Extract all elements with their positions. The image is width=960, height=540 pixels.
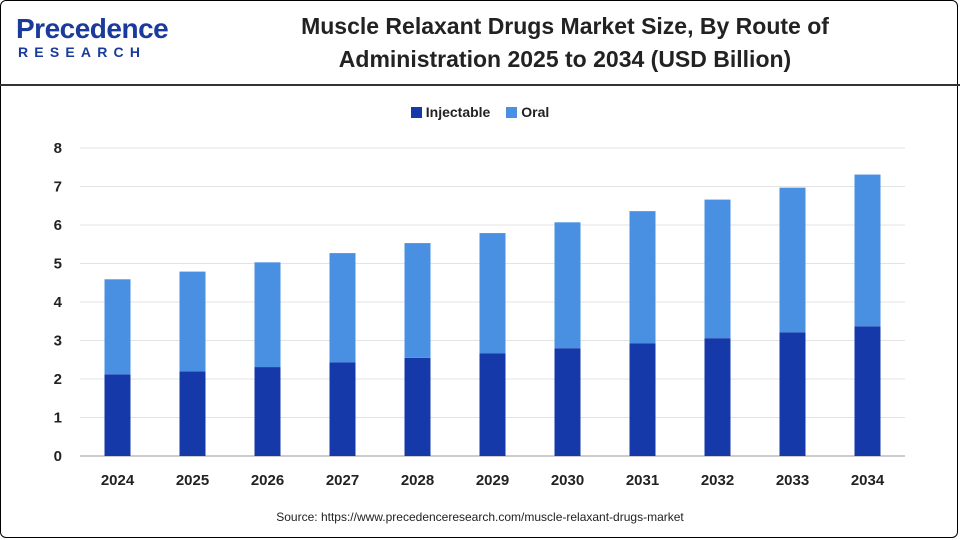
brand-logo: Precedence RESEARCH	[16, 14, 176, 64]
chart-legend: Injectable Oral	[0, 104, 960, 121]
bar-oral-2024	[104, 279, 131, 375]
legend-item-oral: Oral	[506, 104, 549, 120]
y-tick-label-1: 1	[54, 410, 62, 427]
y-tick-label-2: 2	[54, 371, 62, 388]
source-note: Source: https://www.precedenceresearch.c…	[276, 510, 684, 524]
bar-injectable-2025	[179, 371, 206, 456]
bar-oral-2030	[554, 222, 581, 349]
y-tick-label-4: 4	[54, 294, 63, 311]
y-tick-label-3: 3	[54, 333, 62, 350]
y-tick-label-8: 8	[54, 140, 62, 157]
bar-injectable-2030	[554, 348, 581, 456]
x-tick-label-2032: 2032	[701, 472, 734, 489]
bar-injectable-2026	[254, 367, 281, 456]
logo-subtitle: RESEARCH	[18, 44, 147, 60]
bar-injectable-2024	[104, 374, 131, 456]
x-tick-label-2027: 2027	[326, 472, 359, 489]
y-tick-label-7: 7	[54, 179, 62, 196]
legend-item-injectable: Injectable	[410, 104, 491, 120]
y-tick-label-0: 0	[54, 448, 62, 465]
legend-swatch-oral	[506, 106, 518, 118]
legend-label-injectable: Injectable	[425, 104, 491, 120]
bar-injectable-2032	[704, 338, 731, 456]
bar-injectable-2028	[404, 357, 431, 456]
bar-oral-2029	[479, 233, 506, 354]
bar-oral-2027	[329, 253, 356, 363]
chart-title: Muscle Relaxant Drugs Market Size, By Ro…	[240, 10, 890, 76]
bar-oral-2026	[254, 262, 281, 368]
bar-oral-2033	[779, 187, 806, 333]
chart-title-line-1: Muscle Relaxant Drugs Market Size, By Ro…	[301, 13, 829, 39]
bar-injectable-2033	[779, 332, 806, 456]
bar-injectable-2027	[329, 362, 356, 456]
x-tick-label-2028: 2028	[401, 472, 434, 489]
header: Precedence RESEARCH Muscle Relaxant Drug…	[0, 0, 960, 86]
x-tick-label-2033: 2033	[776, 472, 809, 489]
bar-injectable-2029	[479, 353, 506, 456]
x-tick-label-2034: 2034	[851, 472, 885, 489]
x-tick-label-2029: 2029	[476, 472, 509, 489]
bar-injectable-2031	[629, 343, 656, 456]
x-tick-label-2026: 2026	[251, 472, 284, 489]
x-tick-label-2025: 2025	[176, 472, 209, 489]
bar-oral-2034	[854, 174, 881, 327]
y-tick-label-6: 6	[54, 217, 62, 234]
y-tick-label-5: 5	[54, 256, 62, 273]
legend-label-oral: Oral	[521, 104, 550, 120]
x-tick-label-2031: 2031	[626, 472, 659, 489]
logo-wordmark: Precedence	[16, 13, 169, 44]
bar-oral-2031	[629, 211, 656, 344]
legend-swatch-injectable	[410, 106, 422, 118]
bar-injectable-2034	[854, 326, 881, 456]
bar-oral-2025	[179, 271, 206, 372]
bar-oral-2028	[404, 243, 431, 358]
x-tick-label-2024: 2024	[101, 472, 135, 489]
chart-title-line-2: Administration 2025 to 2034 (USD Billion…	[338, 46, 792, 72]
bar-oral-2032	[704, 199, 731, 339]
x-tick-label-2030: 2030	[551, 472, 584, 489]
